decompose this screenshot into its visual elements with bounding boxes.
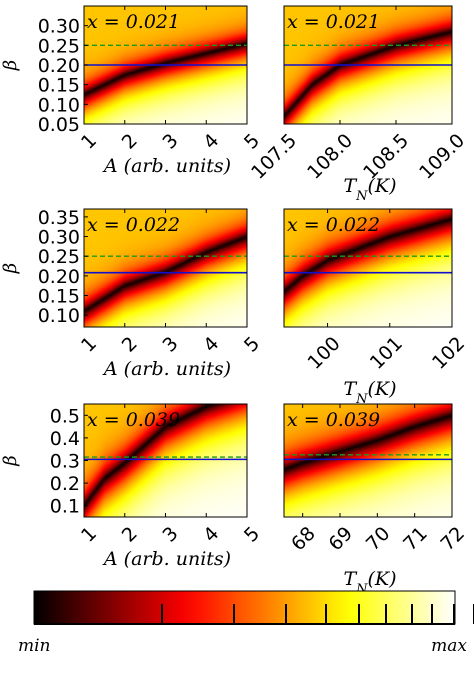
- x-tick-label: 3: [159, 130, 183, 154]
- annotation-label: x = 0.021: [87, 11, 180, 33]
- y-tick-label: 0.05: [38, 114, 80, 136]
- x-tick-label: 102: [428, 333, 469, 374]
- y-axis-label: β: [0, 455, 21, 466]
- y-tick-label: 0.5: [50, 405, 80, 427]
- x-tick-label: 68: [287, 523, 320, 556]
- x-tick-label: 71: [399, 523, 432, 556]
- x-tick-label: 2: [118, 130, 142, 154]
- x-axis-label: A (arb. units): [102, 155, 231, 177]
- x-tick-label: 109.0: [415, 130, 469, 184]
- x-tick-label: 5: [240, 333, 264, 357]
- x-axis-label: TN(K): [343, 175, 396, 204]
- heatmap-image: [84, 404, 247, 517]
- x-axis-label: A (arb. units): [102, 358, 231, 380]
- panel-r2c1: x = 0.022 1 2 3 4 5 0.100.150.200.250.300.35 A …: [0, 207, 264, 380]
- x-axis-label: A (arb. units): [102, 548, 231, 570]
- x-tick-label: 72: [436, 523, 469, 556]
- x-tick-label: 1: [77, 130, 101, 154]
- y-tick-label: 0.3: [50, 451, 80, 473]
- x-tick-label: 69: [324, 523, 357, 556]
- x-tick-label: 70: [362, 523, 395, 556]
- y-tick-label: 0.25: [38, 246, 80, 268]
- x-tick-label: 101: [366, 333, 407, 374]
- y-tick-label: 0.15: [38, 75, 80, 97]
- y-tick-label: 0.1: [50, 496, 80, 518]
- x-tick-label: 100: [304, 333, 345, 374]
- x-tick-label: 3: [159, 523, 183, 547]
- y-tick-label: 0.20: [38, 55, 80, 77]
- plot-frame: [283, 403, 453, 518]
- panel-r2c2: x = 0.022 100 101 102 TN(K): [283, 208, 469, 407]
- colorbar-max-label: max: [431, 636, 467, 656]
- heatmap-image: [84, 209, 247, 327]
- y-tick-label: 0.10: [38, 94, 80, 116]
- heatmap-image: [284, 404, 452, 517]
- plot-frame: [283, 208, 453, 328]
- annotation-label: x = 0.039: [287, 409, 380, 431]
- annotation-label: x = 0.022: [287, 214, 380, 236]
- x-tick-label: 4: [199, 523, 223, 547]
- x-axis-label: TN(K): [343, 378, 396, 407]
- y-tick-label: 0.25: [38, 35, 80, 57]
- annotation-label: x = 0.022: [87, 214, 180, 236]
- annotation-label: x = 0.021: [287, 11, 380, 33]
- plot-frame: [283, 5, 453, 125]
- x-tick-label: 5: [240, 130, 264, 154]
- heatmap-image: [284, 209, 452, 327]
- y-tick-label: 0.15: [38, 286, 80, 308]
- y-axis-label: β: [0, 263, 21, 274]
- panel-r1c1: x = 0.021 1 2 3 4 5 0.050.100.150.200.250.30 A …: [0, 5, 264, 177]
- x-tick-label: 1: [77, 523, 101, 547]
- x-tick-label: 1: [77, 333, 101, 357]
- x-tick-label: 2: [118, 333, 142, 357]
- x-tick-label: 4: [199, 333, 223, 357]
- x-tick-label: 4: [199, 130, 223, 154]
- y-tick-label: 0.30: [38, 227, 80, 249]
- y-tick-label: 0.4: [50, 428, 80, 450]
- colorbar-gradient: [33, 590, 456, 625]
- panel-r3c1: x = 0.039 1 2 3 4 5 0.10.20.30.40.5 A (arb. uni…: [0, 403, 264, 570]
- x-tick-label: 5: [240, 523, 264, 547]
- x-tick-label: 2: [118, 523, 142, 547]
- y-tick-label: 0.35: [38, 207, 80, 229]
- y-tick-label: 0.20: [38, 266, 80, 288]
- annotation-label: x = 0.039: [87, 409, 180, 431]
- y-axis-label: β: [0, 60, 21, 71]
- y-tick-label: 0.2: [50, 473, 80, 495]
- y-tick-label: 0.30: [38, 16, 80, 38]
- colorbar: min max: [18, 590, 474, 656]
- colorbar-min-label: min: [18, 636, 51, 656]
- x-tick-label: 3: [159, 333, 183, 357]
- y-tick-label: 0.10: [38, 305, 80, 327]
